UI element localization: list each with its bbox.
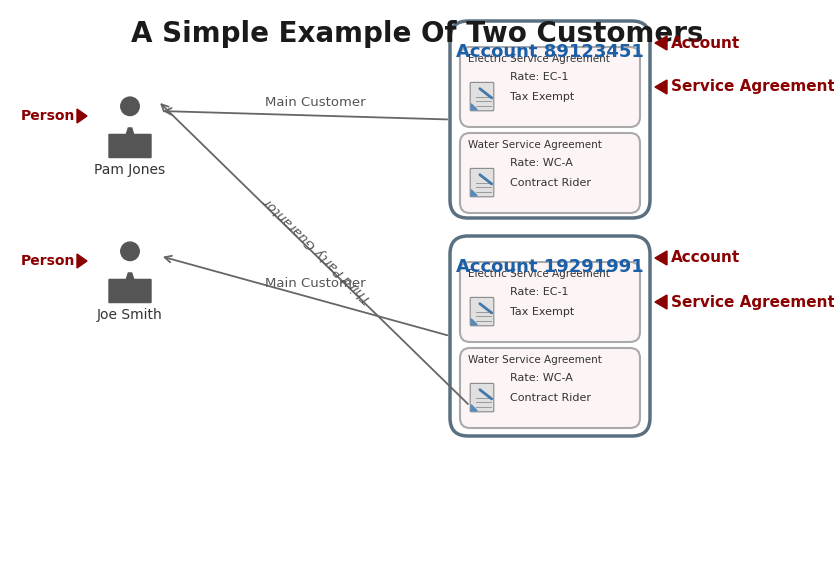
Text: Account 19291991: Account 19291991	[456, 258, 644, 276]
Text: Third Party Guarantor: Third Party Guarantor	[261, 195, 374, 305]
Polygon shape	[655, 80, 667, 94]
Text: Service Agreement: Service Agreement	[671, 294, 834, 309]
Polygon shape	[655, 36, 667, 50]
Text: Contract Rider: Contract Rider	[510, 177, 591, 188]
Text: Tax Exempt: Tax Exempt	[510, 306, 575, 317]
Text: Person: Person	[21, 109, 75, 123]
Text: Pam Jones: Pam Jones	[94, 163, 166, 177]
Text: Rate: WC-A: Rate: WC-A	[510, 158, 573, 168]
Text: Main Customer: Main Customer	[264, 96, 365, 109]
FancyBboxPatch shape	[460, 262, 640, 342]
FancyBboxPatch shape	[450, 236, 650, 436]
Text: Tax Exempt: Tax Exempt	[510, 92, 575, 101]
FancyBboxPatch shape	[460, 133, 640, 213]
Circle shape	[121, 97, 139, 116]
Text: Main Customer: Main Customer	[264, 277, 365, 290]
Text: Rate: EC-1: Rate: EC-1	[510, 287, 569, 297]
Text: Water Service Agreement: Water Service Agreement	[468, 140, 602, 150]
Text: Joe Smith: Joe Smith	[97, 308, 163, 322]
FancyBboxPatch shape	[460, 348, 640, 428]
FancyBboxPatch shape	[470, 297, 494, 326]
Circle shape	[121, 242, 139, 260]
Text: Water Service Agreement: Water Service Agreement	[468, 355, 602, 365]
Text: A Simple Example Of Two Customers: A Simple Example Of Two Customers	[131, 20, 703, 48]
Polygon shape	[471, 405, 477, 411]
FancyBboxPatch shape	[460, 47, 640, 127]
Polygon shape	[77, 109, 87, 123]
Text: Contract Rider: Contract Rider	[510, 393, 591, 403]
Polygon shape	[77, 254, 87, 268]
Polygon shape	[109, 128, 151, 158]
Text: Account: Account	[671, 251, 741, 266]
Polygon shape	[109, 273, 151, 302]
Text: Electric Service Agreement: Electric Service Agreement	[468, 269, 610, 279]
Text: Person: Person	[21, 254, 75, 268]
Polygon shape	[655, 295, 667, 309]
Polygon shape	[471, 190, 477, 196]
FancyBboxPatch shape	[470, 82, 494, 111]
Text: Rate: WC-A: Rate: WC-A	[510, 373, 573, 384]
Text: Rate: EC-1: Rate: EC-1	[510, 73, 569, 82]
Text: Account 89123451: Account 89123451	[456, 43, 644, 61]
Polygon shape	[471, 104, 477, 110]
FancyBboxPatch shape	[450, 21, 650, 218]
FancyBboxPatch shape	[470, 168, 494, 197]
Text: Account: Account	[671, 36, 741, 51]
Text: Electric Service Agreement: Electric Service Agreement	[468, 54, 610, 64]
Text: Service Agreement: Service Agreement	[671, 79, 834, 94]
FancyBboxPatch shape	[470, 384, 494, 412]
Polygon shape	[471, 319, 477, 325]
Polygon shape	[655, 251, 667, 265]
